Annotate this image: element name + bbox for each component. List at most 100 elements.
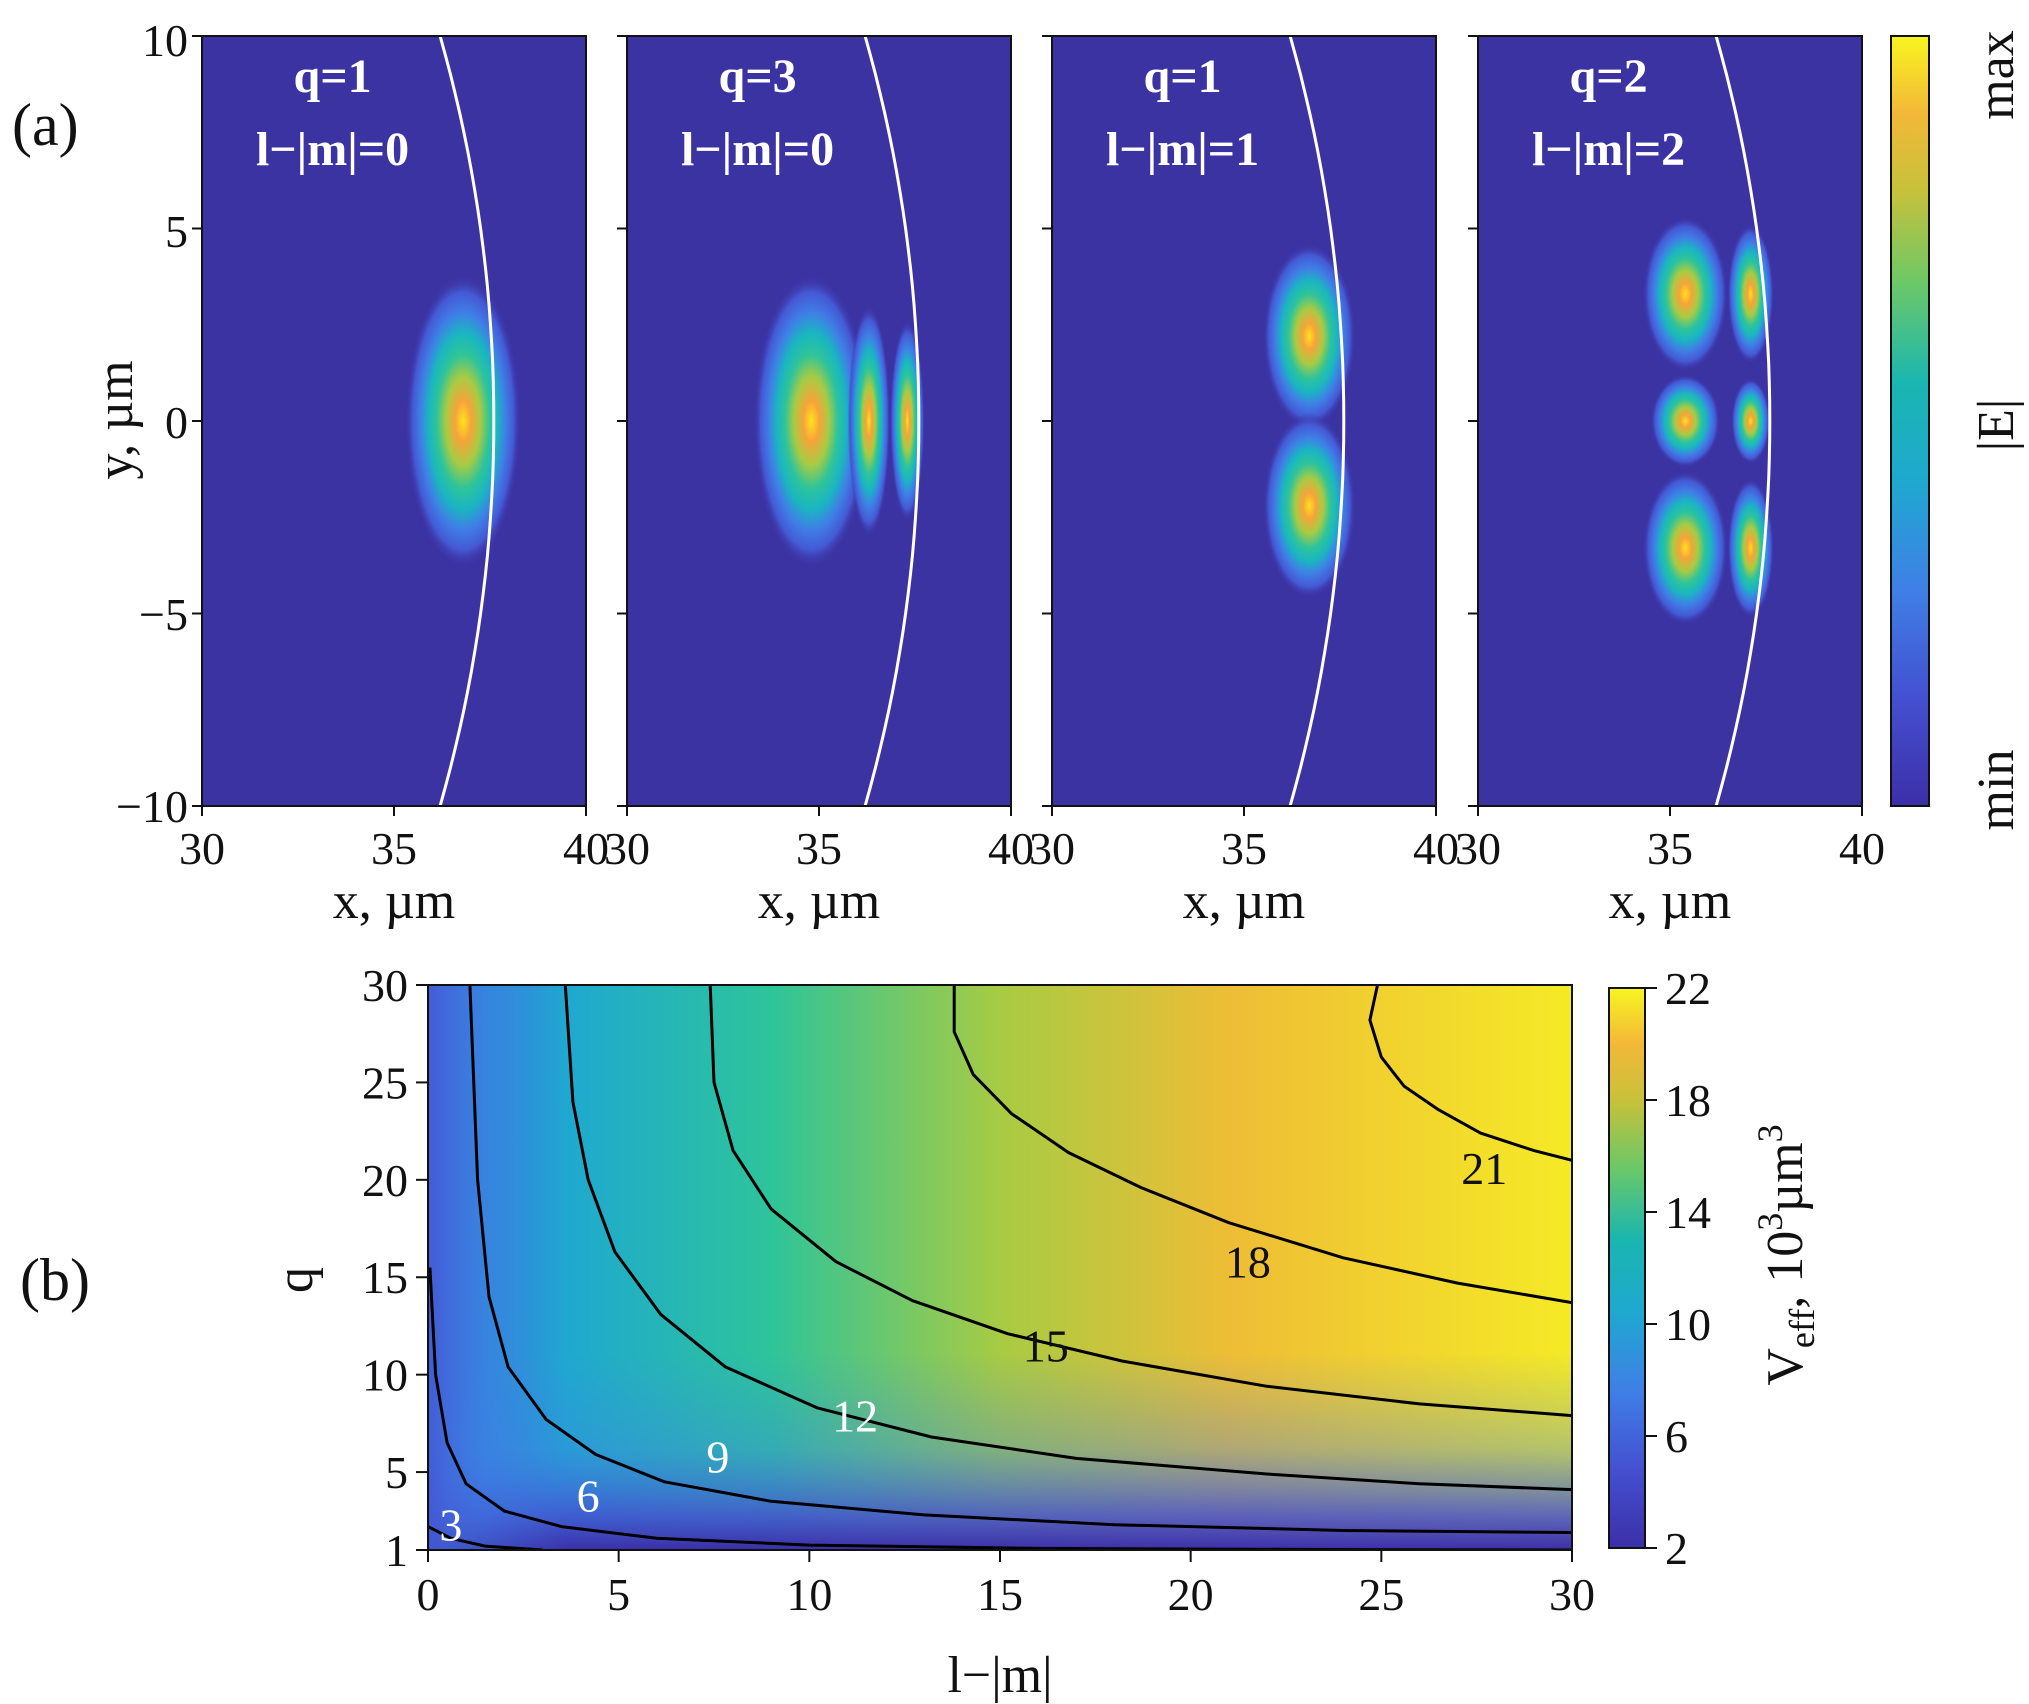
colorbar-tick-label: 10	[1665, 1299, 1711, 1350]
y-tick-label: 25	[362, 1057, 408, 1108]
contour-label-15: 15	[1023, 1320, 1069, 1371]
colorbar-tick-label: 18	[1665, 1075, 1711, 1126]
colorbar-a: max |E| min	[1890, 30, 2025, 831]
contour-line-6	[428, 1267, 1572, 1550]
contour-label-9: 9	[706, 1431, 729, 1482]
panel-label-a: (a)	[12, 92, 79, 158]
resonator-boundary	[438, 36, 496, 806]
panel-a-y-axis: 10 5 0 −5 −10 y, µm	[87, 15, 188, 832]
contour-line-15	[708, 985, 1572, 1418]
contour-line-3	[428, 1525, 543, 1550]
y-axis-label-a: y, µm	[87, 360, 144, 479]
resonator-boundary	[1714, 36, 1772, 806]
y-tick-label: 5	[385, 1447, 408, 1498]
panel-label-b: (b)	[20, 1247, 90, 1313]
x-tick-label: 0	[417, 1569, 440, 1620]
colorbar-a-label: |E|	[1968, 399, 2025, 452]
contour-line-9	[468, 985, 1572, 1534]
x-tick-label: 40	[1413, 823, 1459, 874]
panel-a-field-maps: q=1 l−|m|=0 30 35 40 x, µm q=3 l−|m|=0 30 35 40 x, …	[87, 15, 2025, 930]
colorbar-tick-label: 22	[1665, 963, 1711, 1014]
x-axis-label-b: l−|m|	[947, 1647, 1052, 1704]
x-tick-label: 20	[1168, 1569, 1214, 1620]
colorbar-b-gradient	[1608, 987, 1646, 1549]
contour-label-21: 21	[1461, 1143, 1507, 1194]
field-map-3: q=1 l−|m|=1 30 35 40 x, µm	[1029, 35, 1459, 930]
contour-label-6: 6	[577, 1470, 600, 1521]
x-tick-label: 35	[1647, 823, 1693, 874]
colorbar-b: 2 6 10 14 18 22 Veff, 103µm3	[1608, 963, 1822, 1574]
mode-q-label: q=1	[1144, 50, 1222, 103]
x-tick-label: 30	[1029, 823, 1075, 874]
x-tick-label: 35	[1221, 823, 1267, 874]
x-axis-label-a: x, µm	[758, 873, 880, 930]
x-tick-label: 35	[796, 823, 842, 874]
colorbar-tick-label: 6	[1665, 1411, 1688, 1462]
field-lobe	[1263, 413, 1356, 599]
x-tick-label: 25	[1358, 1569, 1404, 1620]
y-tick-label: 15	[362, 1252, 408, 1303]
colorbar-tick-label: 14	[1665, 1187, 1711, 1238]
field-map-4: q=2 l−|m|=2 30 35 40 x, µm	[1455, 35, 1885, 930]
field-lobe	[1643, 216, 1728, 371]
colorbar-b-label: Veff, 103µm3	[1750, 1124, 1822, 1385]
field-map-background	[1052, 36, 1436, 806]
x-tick-label: 15	[977, 1569, 1023, 1620]
field-lobe	[405, 274, 521, 568]
y-tick-0: 0	[165, 397, 188, 448]
contour-labels: 3 6 9 12 15 18 21	[439, 1143, 1507, 1551]
field-lobe	[1650, 374, 1720, 468]
y-tick-label: 20	[362, 1155, 408, 1206]
contour-line-18	[952, 985, 1572, 1305]
field-lobe	[1727, 224, 1774, 364]
field-map-2: q=3 l−|m|=0 30 35 40 x, µm	[604, 35, 1034, 930]
mode-lm-label: l−|m|=0	[256, 123, 409, 176]
x-tick-label: 40	[988, 823, 1034, 874]
field-lobe	[890, 320, 925, 522]
colorbar-a-gradient	[1890, 35, 1930, 807]
x-tick-label: 30	[604, 823, 650, 874]
field-lobe	[1727, 478, 1774, 618]
contour-line-21	[1368, 985, 1572, 1162]
y-tick-5: 5	[165, 206, 188, 257]
mode-lm-label: l−|m|=0	[681, 123, 834, 176]
field-map-background	[202, 36, 586, 806]
colorbar-tick-label: 2	[1665, 1523, 1688, 1574]
contour-label-3: 3	[439, 1500, 462, 1551]
y-tick-10: 10	[142, 15, 188, 66]
contour-line-12	[563, 985, 1572, 1492]
y-tick-label: 30	[362, 960, 408, 1011]
field-lobe	[753, 274, 869, 568]
field-lobe	[1731, 378, 1770, 464]
x-axis-label-a: x, µm	[1183, 873, 1305, 930]
field-lobe	[1263, 243, 1356, 429]
x-axis-label-a: x, µm	[333, 873, 455, 930]
contour-label-18: 18	[1225, 1237, 1271, 1288]
colorbar-a-max-label: max	[1968, 30, 2025, 120]
resonator-boundary	[1288, 36, 1346, 806]
x-tick-label: 10	[786, 1569, 832, 1620]
contour-lines	[428, 985, 1572, 1550]
mode-lm-label: l−|m|=1	[1106, 123, 1259, 176]
x-tick-label: 35	[371, 823, 417, 874]
resonator-boundary	[863, 36, 921, 806]
y-tick-label: 1	[385, 1525, 408, 1576]
y-tick-minus5: −5	[139, 589, 188, 640]
colorbar-a-min-label: min	[1968, 750, 2025, 831]
mode-q-label: q=1	[294, 50, 372, 103]
field-map-1: q=1 l−|m|=0 30 35 40 x, µm	[179, 35, 609, 930]
mode-lm-label: l−|m|=2	[1532, 123, 1685, 176]
x-tick-label: 30	[1455, 823, 1501, 874]
y-tick-minus10: −10	[116, 781, 188, 832]
x-tick-label: 30	[179, 823, 225, 874]
mode-q-label: q=2	[1570, 50, 1648, 103]
y-tick-label: 10	[362, 1350, 408, 1401]
y-axis-label-b: q	[267, 1267, 324, 1293]
field-lobe	[847, 305, 891, 537]
panel-b-background	[428, 985, 1572, 1550]
mode-q-label: q=3	[719, 50, 797, 103]
x-tick-label: 40	[563, 823, 609, 874]
